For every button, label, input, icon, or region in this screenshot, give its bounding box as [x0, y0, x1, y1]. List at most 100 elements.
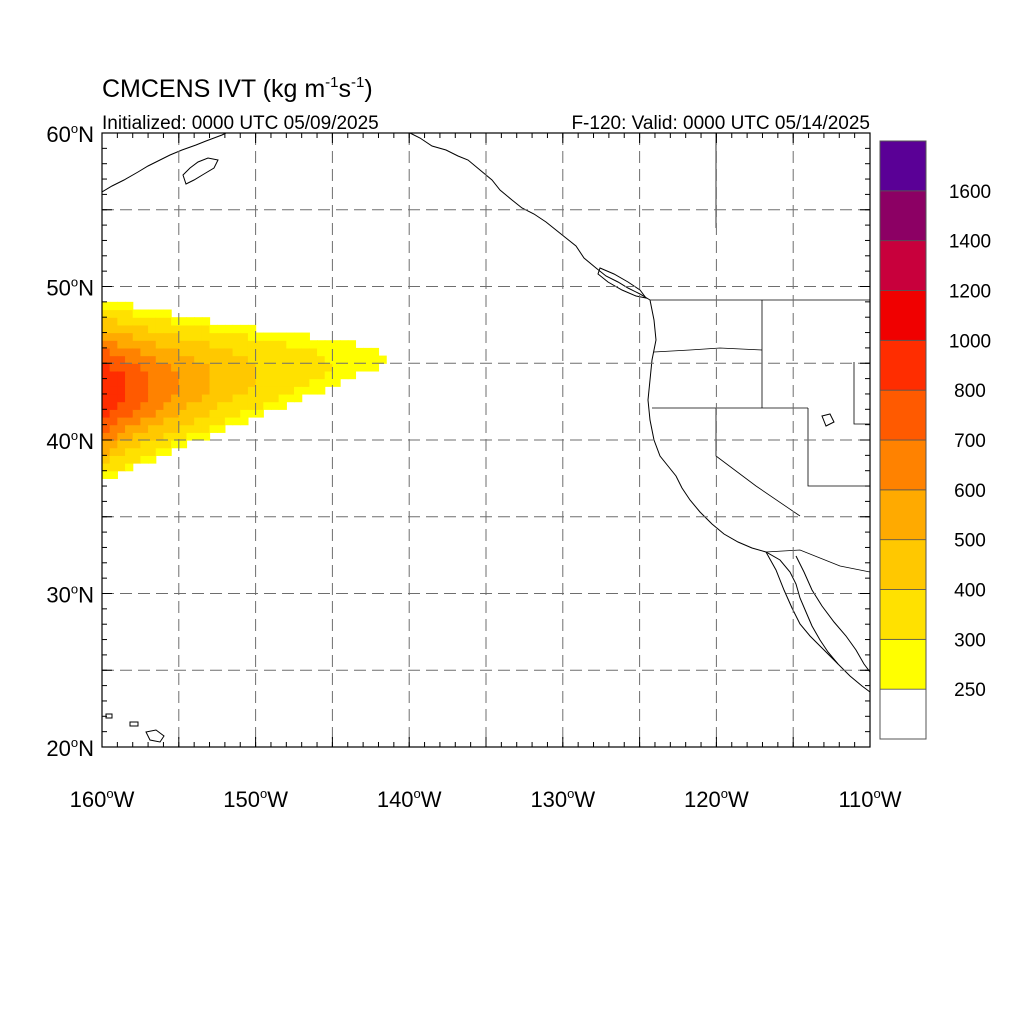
degree-symbol: o — [71, 428, 78, 443]
ivt-cell — [125, 370, 134, 380]
ivt-cell — [194, 340, 203, 349]
ivt-cell — [186, 363, 195, 372]
ivt-cell — [263, 378, 272, 387]
ivt-cell — [209, 332, 218, 341]
degree-symbol: o — [414, 786, 421, 801]
ivt-cell — [324, 347, 333, 357]
ivt-cell — [186, 324, 195, 334]
ivt-cell — [301, 340, 310, 349]
baja-california-coast — [765, 551, 839, 665]
colorbar-swatch — [879, 589, 927, 640]
ivt-cell — [278, 370, 287, 380]
ivt-cell — [163, 401, 172, 410]
lat-label: 30oN — [46, 582, 94, 608]
ivt-cell — [209, 401, 218, 410]
ivt-cell — [263, 401, 272, 410]
ivt-cell — [301, 347, 310, 357]
ivt-cell — [171, 378, 180, 387]
ivt-cell — [317, 355, 326, 364]
ivt-cell — [125, 401, 134, 410]
ivt-cell — [232, 340, 241, 349]
ivt-cell — [363, 355, 372, 364]
ivt-cell — [178, 340, 188, 349]
ivt-cell — [140, 317, 149, 326]
ivt-cell — [102, 409, 111, 418]
lon-label-hemisphere: W — [574, 787, 595, 812]
kodiak-island — [182, 157, 219, 185]
ivt-cell — [278, 386, 287, 395]
ivt-cell — [186, 393, 195, 403]
ivt-cell — [247, 378, 257, 387]
ivt-cell — [232, 363, 241, 372]
ivt-cell — [109, 416, 118, 426]
ivt-cell — [117, 401, 126, 410]
ivt-cell — [247, 370, 257, 380]
ivt-cell — [301, 370, 310, 380]
ivt-cell — [148, 317, 157, 326]
ivt-cell — [201, 401, 211, 410]
ivt-cell — [294, 347, 303, 357]
lon-label-degrees: 140 — [377, 787, 414, 812]
ivt-cell — [125, 424, 134, 433]
ivt-cell — [140, 355, 149, 364]
degree-symbol: o — [721, 786, 728, 801]
ivt-cell — [324, 378, 333, 387]
ivt-cell — [125, 416, 134, 426]
lon-label-hemisphere: W — [421, 787, 442, 812]
ivt-cell — [148, 386, 157, 395]
ivt-cell — [125, 301, 134, 311]
lat-label-hemisphere: N — [78, 736, 94, 761]
ivt-cell — [224, 386, 234, 395]
ivt-cell — [286, 363, 295, 372]
ivt-cell — [148, 401, 157, 410]
ivt-cell — [109, 340, 118, 349]
ivt-cell — [194, 409, 203, 418]
ivt-cell — [132, 440, 141, 449]
ivt-cell — [194, 363, 203, 372]
ivt-cell — [171, 370, 180, 380]
ivt-cell — [178, 355, 188, 364]
ivt-cell — [263, 340, 272, 349]
ivt-cell — [125, 340, 134, 349]
ivt-cell — [109, 332, 118, 341]
ivt-cell — [132, 324, 141, 334]
lon-label-hemisphere: W — [114, 787, 135, 812]
ivt-cell — [317, 386, 326, 395]
washington-oregon-border — [653, 347, 763, 353]
ivt-cell — [163, 378, 172, 387]
ivt-cell — [286, 370, 295, 380]
ivt-cell — [109, 440, 118, 449]
lon-label-degrees: 110 — [838, 787, 873, 812]
ivt-cell — [132, 370, 141, 380]
ivt-cell — [370, 355, 380, 364]
ivt-cell — [186, 409, 195, 418]
ivt-cell — [140, 378, 149, 387]
ivt-cell — [286, 378, 295, 387]
ivt-cell — [148, 440, 157, 449]
ivt-cell — [240, 409, 249, 418]
ivt-cell — [201, 324, 211, 334]
ivt-cell — [209, 393, 218, 403]
ivt-cell — [355, 363, 364, 372]
ivt-cell — [370, 347, 380, 357]
ivt-cell — [355, 347, 364, 357]
ivt-cell — [117, 347, 126, 357]
ivt-cell — [171, 317, 180, 326]
ivt-cell — [148, 332, 157, 341]
ivt-cell — [163, 347, 172, 357]
ivt-cell — [255, 386, 264, 395]
degree-symbol: o — [874, 786, 881, 801]
ivt-cell — [163, 409, 172, 418]
ivt-cell — [117, 370, 126, 380]
ivt-cell — [255, 370, 264, 380]
political-borders — [650, 133, 870, 573]
colorbar-swatch — [879, 389, 927, 441]
ivt-cell — [209, 324, 218, 334]
ivt-cell — [148, 324, 157, 334]
ivt-cell — [201, 355, 211, 364]
ivt-cell — [155, 440, 165, 449]
ivt-cell — [309, 378, 318, 387]
ivt-cell — [232, 355, 241, 364]
ivt-cell — [109, 455, 118, 464]
ivt-cell — [140, 386, 149, 395]
